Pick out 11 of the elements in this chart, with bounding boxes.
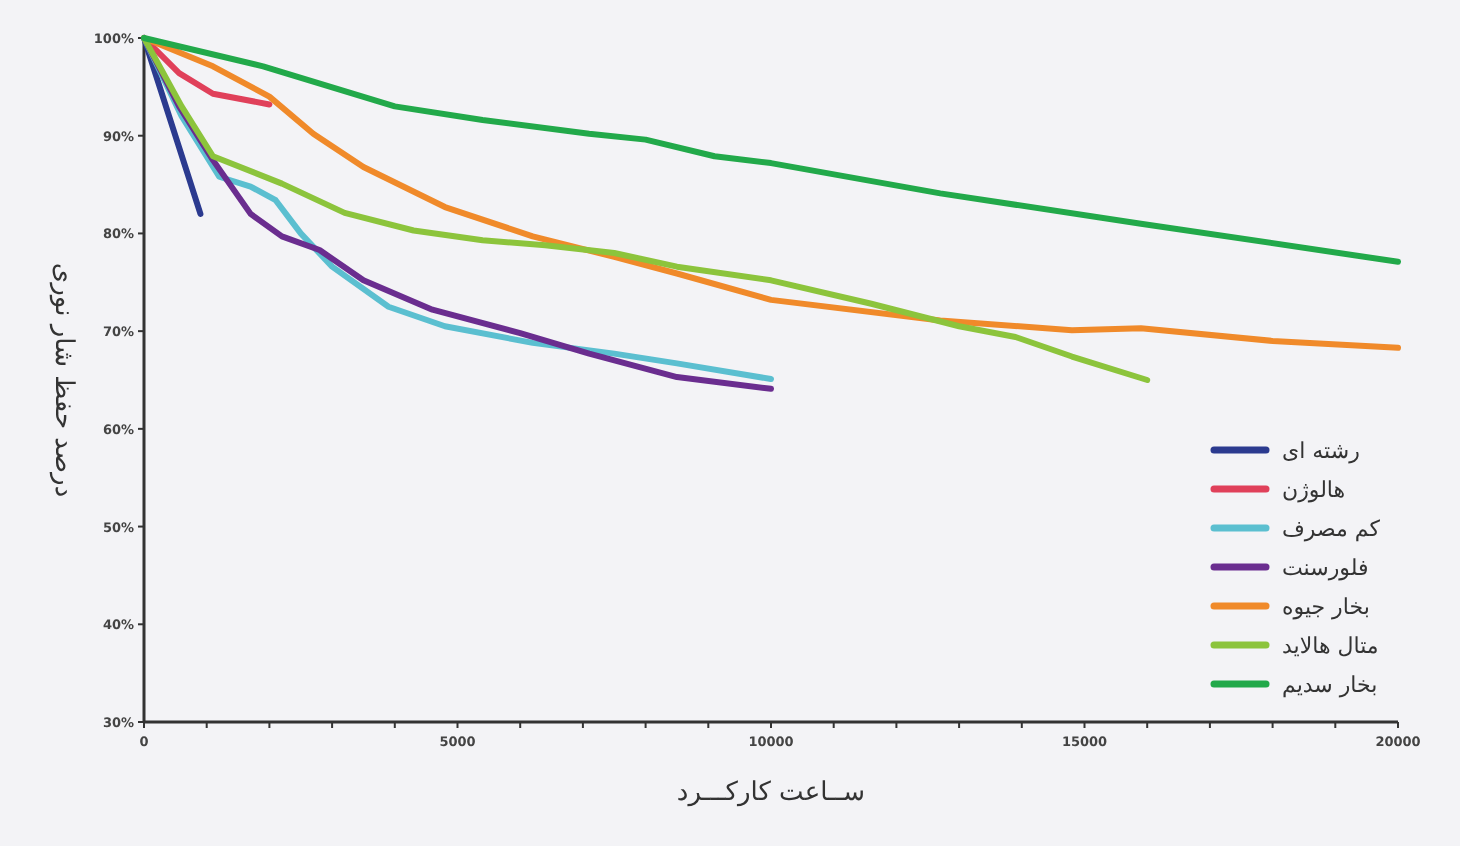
x-axis-title: ســاعت کارکـــرد [676, 778, 866, 808]
line-series [141, 35, 1401, 265]
legend-label: رشته ای [1282, 438, 1360, 464]
legend-label: متال هالاید [1282, 633, 1379, 659]
legend-label: بخار سدیم [1282, 672, 1378, 698]
legend-label: کم مصرف [1282, 516, 1382, 542]
legend-label: هالوژن [1282, 477, 1346, 503]
legend-label: بخار جیوه [1282, 594, 1370, 620]
legend-label: فلورسنت [1282, 555, 1369, 581]
line-series [141, 35, 1151, 383]
y-axis-title: درصد حفظ شار نوری [48, 262, 78, 498]
